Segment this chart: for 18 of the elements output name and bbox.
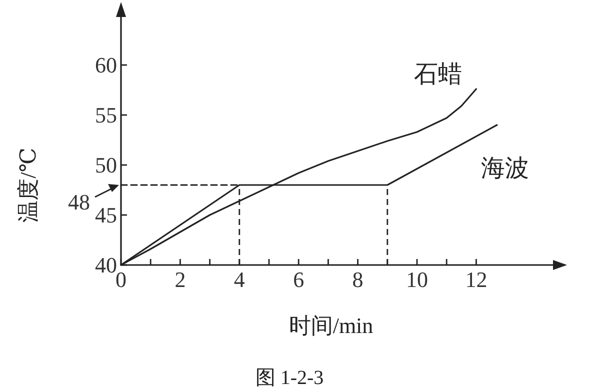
y-tick-label: 45 — [95, 202, 117, 228]
x-tick-label: 6 — [293, 267, 304, 292]
y-tick-label: 60 — [95, 52, 117, 78]
y-tick-label: 40 — [95, 252, 117, 278]
x-tick-label: 0 — [116, 267, 126, 292]
x-axis-title: 时间/min — [288, 313, 374, 338]
x-tick-label: 4 — [234, 267, 245, 292]
series-label: 海波 — [480, 156, 529, 182]
y-axis-title: 温度/℃ — [16, 148, 40, 222]
x-tick-label: 2 — [174, 267, 186, 292]
caption: 图 1-2-3 — [255, 367, 324, 389]
y-tick-label: 50 — [95, 152, 117, 178]
x-tick-label: 12 — [465, 267, 488, 292]
y-tick-label: 55 — [95, 102, 117, 128]
annotation: 48 — [68, 190, 90, 214]
x-tick-label: 8 — [352, 267, 364, 292]
x-tick-label: 10 — [406, 267, 428, 292]
series-label: 石蜡 — [414, 62, 462, 88]
